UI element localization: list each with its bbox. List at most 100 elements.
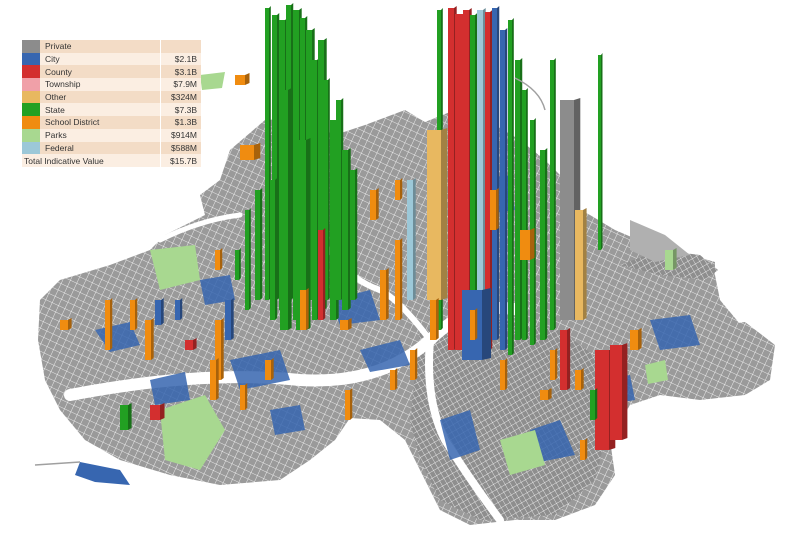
value-bar <box>185 338 197 350</box>
value-bar <box>265 6 271 300</box>
value-bar <box>500 28 508 350</box>
legend-swatch <box>22 90 40 104</box>
legend-row: Federal $588M <box>22 141 201 155</box>
value-bar <box>350 168 358 300</box>
legend-label: County <box>40 65 161 79</box>
value-bar <box>590 388 598 420</box>
value-bar <box>470 13 478 350</box>
legend-value: $7.3B <box>160 103 201 117</box>
value-bar <box>630 328 642 350</box>
value-bar <box>610 343 628 440</box>
value-bar <box>240 143 261 160</box>
legend-label: Private <box>40 40 161 53</box>
value-bar <box>598 53 603 250</box>
value-bar <box>272 13 280 300</box>
value-bar <box>575 368 584 390</box>
legend: Private City $2.1B County $3.1B Township $7.9M… <box>22 40 201 167</box>
value-bar <box>342 148 351 310</box>
legend-row: Other $324M <box>22 90 201 104</box>
value-bar <box>215 318 224 380</box>
legend-value: $7.9M <box>160 78 201 91</box>
value-bar <box>522 88 528 340</box>
legend-swatch <box>22 52 40 66</box>
legend-value: $2.1B <box>160 52 201 66</box>
legend-swatch <box>22 103 40 117</box>
legend-row: County $3.1B <box>22 65 201 79</box>
value-bar <box>508 18 514 355</box>
legend-row: Parks $914M <box>22 128 201 142</box>
value-bar <box>175 298 183 320</box>
legend-row: Private <box>22 40 201 53</box>
value-bar <box>245 208 251 310</box>
legend-label: Other <box>40 90 161 104</box>
legend-row: City $2.1B <box>22 52 201 66</box>
legend-label: City <box>40 52 161 66</box>
legend-total-row: Total Indicative Value $15.7B <box>22 154 201 167</box>
value-bar <box>215 248 223 270</box>
value-bar <box>430 298 439 340</box>
value-bar <box>235 248 241 280</box>
legend-row: State $7.3B <box>22 103 201 117</box>
value-bar <box>265 358 274 380</box>
value-bars <box>60 3 677 460</box>
value-bar <box>520 228 535 260</box>
roads <box>34 77 546 466</box>
value-bar <box>155 298 164 325</box>
value-bar <box>500 358 508 390</box>
value-bar <box>130 298 138 330</box>
value-bar <box>550 348 558 380</box>
value-bar <box>324 78 330 300</box>
legend-swatch <box>22 65 40 79</box>
value-bar <box>540 148 548 340</box>
value-bar <box>515 58 523 340</box>
legend-total-label: Total Indicative Value <box>22 154 161 167</box>
legend-value: $914M <box>160 128 201 142</box>
value-bar <box>370 188 379 220</box>
legend-label: Township <box>40 78 161 91</box>
legend-label: Parks <box>40 128 161 142</box>
value-bar <box>318 228 326 320</box>
value-bar <box>145 318 154 360</box>
value-bar <box>300 288 309 330</box>
value-bar <box>490 188 499 230</box>
park-areas <box>150 72 668 475</box>
value-bar <box>280 88 292 330</box>
legend-swatch <box>22 116 40 129</box>
value-bar <box>225 298 234 340</box>
value-bar <box>255 188 263 300</box>
legend-value: $324M <box>160 90 201 104</box>
legend-label: State <box>40 103 161 117</box>
legend-swatch <box>22 40 40 53</box>
value-bar <box>105 298 113 350</box>
value-bar <box>485 10 493 350</box>
value-bar <box>470 308 478 340</box>
legend-value: $1.3B <box>160 116 201 129</box>
value-bar <box>120 403 132 430</box>
value-bar <box>60 318 72 330</box>
value-bar <box>395 178 403 200</box>
legend-total-value: $15.7B <box>160 154 201 167</box>
value-bar <box>540 388 552 400</box>
legend-row: Township $7.9M <box>22 78 201 91</box>
value-bar <box>390 368 398 390</box>
value-bar <box>240 383 248 410</box>
value-bar <box>345 388 353 420</box>
value-bar <box>150 403 165 420</box>
value-bar <box>580 438 588 460</box>
legend-swatch <box>22 78 40 91</box>
legend-row: School District $1.3B <box>22 116 201 129</box>
value-bar <box>575 208 587 320</box>
value-bar <box>410 348 418 380</box>
city-land <box>38 110 775 525</box>
value-bar <box>340 318 352 330</box>
value-bar <box>492 6 500 340</box>
value-bar <box>380 268 389 320</box>
value-bar <box>210 358 219 400</box>
value-bar <box>270 178 278 320</box>
value-bar <box>235 73 250 85</box>
legend-swatch <box>22 128 40 142</box>
value-bar <box>427 128 448 300</box>
value-bar <box>296 138 311 330</box>
legend-value: $588M <box>160 141 201 155</box>
